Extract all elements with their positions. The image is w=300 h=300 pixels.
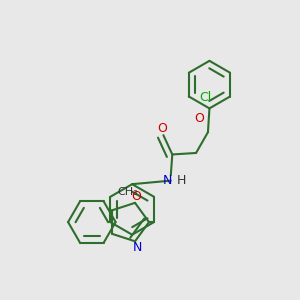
- Text: O: O: [157, 122, 167, 135]
- Text: O: O: [132, 190, 142, 203]
- Text: N: N: [133, 241, 142, 254]
- Text: Cl: Cl: [199, 92, 212, 104]
- Text: O: O: [194, 112, 204, 125]
- Text: N: N: [163, 174, 172, 187]
- Text: H: H: [176, 174, 186, 187]
- Text: CH₃: CH₃: [118, 188, 139, 197]
